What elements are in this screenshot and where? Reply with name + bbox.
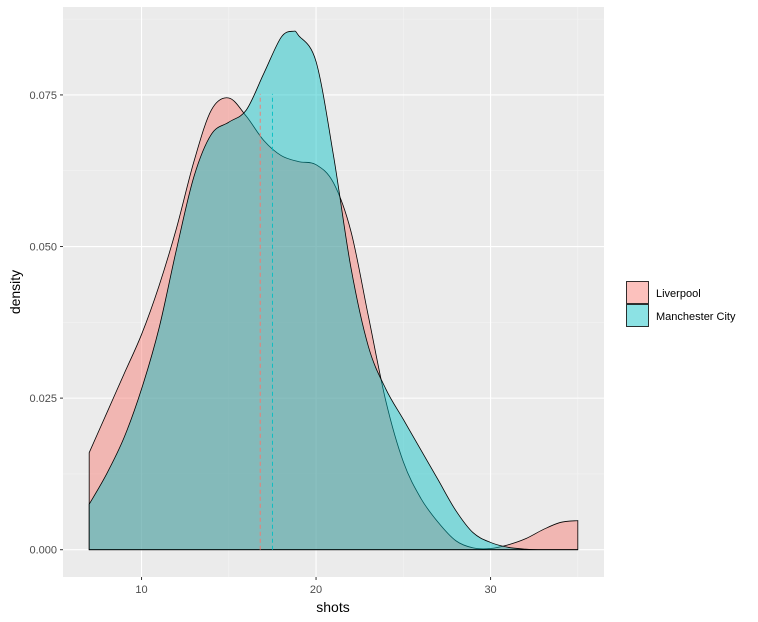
y-tick-label: 0.000 (29, 545, 57, 557)
legend: Liverpool Manchester City (626, 281, 736, 327)
legend-label-0: Liverpool (656, 288, 701, 300)
y-tick-label: 0.075 (29, 90, 57, 102)
legend-key-bg-1 (626, 304, 649, 327)
legend-key-0 (626, 281, 649, 304)
x-tick-label: 10 (135, 584, 147, 596)
legend-key-1 (626, 304, 649, 327)
panel-background (63, 7, 604, 577)
y-axis: 0.000 0.025 0.050 0.075 (29, 90, 63, 557)
density-areas (88, 30, 579, 551)
y-tick-label: 0.025 (29, 393, 57, 405)
y-axis-title: density (7, 270, 23, 314)
legend-key-bg-0 (626, 281, 649, 304)
y-tick-label: 0.050 (29, 242, 57, 254)
legend-label-1: Manchester City (656, 311, 736, 323)
x-axis: 10 20 30 (135, 577, 497, 596)
grid-minor (63, 7, 604, 577)
density-area-1 (88, 30, 578, 551)
x-tick-label: 20 (310, 584, 322, 596)
density-area-0 (88, 97, 579, 551)
x-axis-title: shots (316, 599, 349, 615)
mean-lines (259, 93, 273, 550)
x-tick-label: 30 (484, 584, 496, 596)
